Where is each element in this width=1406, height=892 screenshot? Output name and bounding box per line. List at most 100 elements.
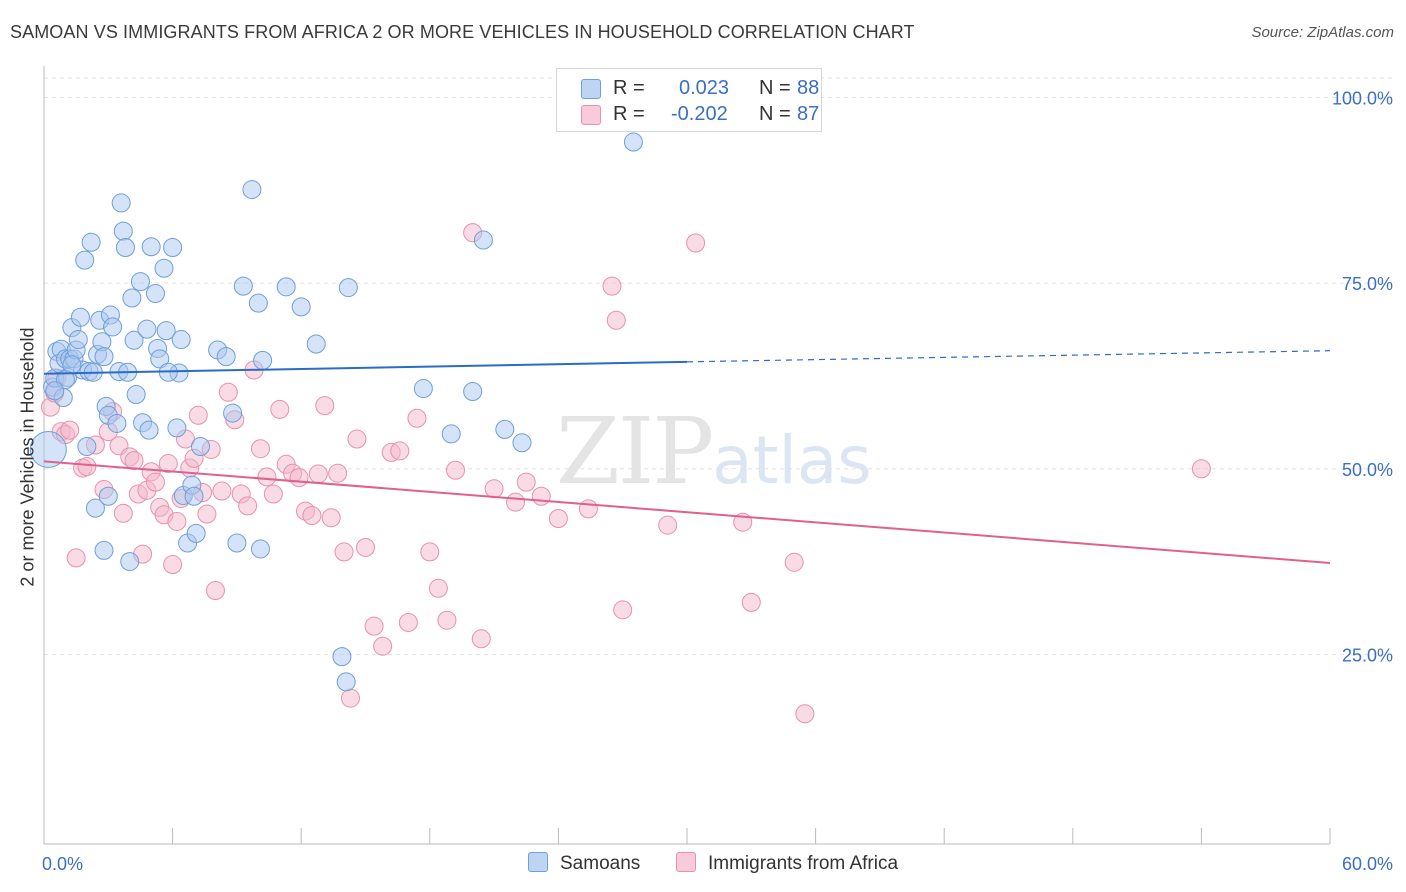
africa-point	[390, 441, 410, 461]
samoans-point	[120, 552, 140, 572]
africa-point	[407, 408, 427, 428]
y-axis-title: 2 or more Vehicles in Household	[17, 327, 38, 587]
africa-point	[302, 506, 322, 526]
correlation-legend: R = 0.023 N = 88 R = -0.202 N = 87	[556, 68, 822, 132]
africa-point	[484, 479, 504, 499]
samoans-point	[122, 288, 142, 308]
samoans-point	[250, 539, 270, 559]
legend-r-label: R =	[613, 103, 645, 125]
africa-point	[188, 405, 208, 425]
samoans-point	[126, 385, 146, 404]
samoans-point	[163, 237, 183, 257]
africa-point	[347, 429, 367, 449]
samoans-point	[81, 232, 101, 252]
africa-point	[578, 499, 598, 519]
samoans-point	[248, 293, 268, 313]
watermark: ZIPatlas	[556, 398, 872, 505]
legend-n-label: N =	[759, 103, 791, 125]
samoans-point	[45, 381, 65, 401]
bottom-legend-swatch-africa	[676, 852, 696, 872]
legend-swatch-samoans	[581, 79, 601, 99]
africa-point	[145, 472, 165, 492]
samoans-point	[463, 382, 483, 402]
y-tick-label: 100.0%	[1332, 89, 1393, 109]
samoans-point	[75, 250, 95, 270]
samoans-point	[139, 420, 159, 440]
africa-trend-line	[43, 460, 1331, 565]
samoans-point	[623, 132, 643, 152]
africa-point	[334, 542, 354, 562]
legend-swatch-africa	[581, 105, 601, 125]
africa-point	[506, 492, 526, 512]
legend-r-value: 0.023	[679, 77, 730, 99]
africa-point	[548, 508, 568, 528]
legend-r-label: R =	[613, 77, 645, 99]
africa-point	[66, 548, 86, 568]
africa-point	[270, 399, 290, 419]
africa-point	[613, 600, 633, 620]
samoans-point	[150, 349, 170, 369]
africa-point	[315, 396, 335, 416]
samoans-point	[233, 276, 253, 296]
africa-point	[340, 688, 360, 708]
africa-point	[531, 486, 551, 506]
africa-point	[212, 481, 232, 501]
samoans-point	[413, 379, 433, 399]
samoans-point	[473, 230, 493, 250]
africa-point	[420, 542, 440, 562]
africa-point	[784, 552, 804, 572]
africa-point	[113, 503, 133, 523]
africa-point	[356, 537, 375, 557]
source-label: Source: ZipAtlas.com	[1251, 24, 1394, 41]
africa-point	[77, 457, 97, 477]
africa-point	[238, 496, 258, 516]
samoans-point	[332, 647, 352, 667]
samoans-point	[137, 319, 157, 339]
africa-point	[158, 454, 178, 474]
chart-title: SAMOAN VS IMMIGRANTS FROM AFRICA 2 OR MO…	[10, 22, 915, 42]
bottom-legend-samoans: Samoans	[528, 852, 640, 876]
samoans-point	[223, 403, 243, 423]
africa-point	[658, 515, 678, 535]
samoans-point	[111, 193, 131, 213]
africa-point	[428, 578, 448, 598]
samoans-point	[167, 418, 187, 438]
africa-point	[373, 636, 393, 656]
samoans-point	[512, 433, 532, 453]
legend-n-value: 87	[797, 103, 820, 125]
samoans-point	[306, 334, 326, 354]
africa-point	[446, 460, 466, 480]
africa-point	[257, 467, 277, 487]
samoans-point	[103, 317, 123, 337]
samoans-point	[495, 419, 515, 439]
africa-point	[167, 511, 187, 531]
bottom-legend-africa: Immigrants from Africa	[676, 852, 898, 876]
samoans-trend-line	[43, 360, 688, 375]
africa-point	[516, 472, 536, 492]
samoans-point	[216, 347, 236, 367]
samoans-point	[141, 237, 161, 257]
legend-r-value: -0.202	[671, 103, 728, 125]
africa-point	[328, 463, 348, 483]
africa-point	[197, 504, 217, 524]
legend-n-value: 88	[797, 77, 820, 99]
x-tick-label: 60.0%	[1342, 854, 1393, 874]
samoans-point	[70, 307, 90, 327]
samoans-point	[171, 330, 191, 350]
bottom-legend-label-samoans: Samoans	[560, 853, 641, 874]
africa-point	[60, 420, 80, 440]
samoans-point	[98, 486, 118, 506]
samoans-point	[190, 436, 210, 456]
samoans-trend-extension	[686, 350, 1331, 363]
watermark-zip: ZIP	[556, 398, 714, 505]
africa-point	[321, 508, 341, 528]
bottom-legend-label-africa: Immigrants from Africa	[708, 853, 899, 874]
africa-point	[398, 612, 418, 632]
samoans-point	[242, 180, 262, 200]
bottom-legend-swatch-samoans	[528, 852, 548, 872]
africa-point	[741, 592, 761, 612]
africa-point	[795, 704, 815, 724]
samoans-point	[336, 672, 356, 692]
samoans-point	[338, 278, 358, 298]
africa-point	[218, 382, 238, 402]
